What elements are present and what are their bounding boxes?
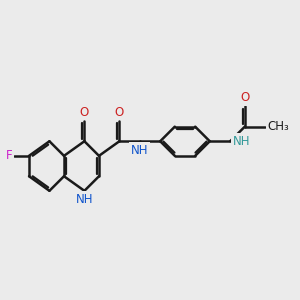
Text: NH: NH — [232, 135, 250, 148]
Text: NH: NH — [131, 144, 148, 157]
Text: F: F — [5, 149, 12, 162]
Text: CH₃: CH₃ — [268, 120, 289, 133]
Text: O: O — [115, 106, 124, 118]
Text: O: O — [240, 91, 249, 104]
Text: NH: NH — [76, 193, 93, 206]
Text: O: O — [80, 106, 89, 118]
